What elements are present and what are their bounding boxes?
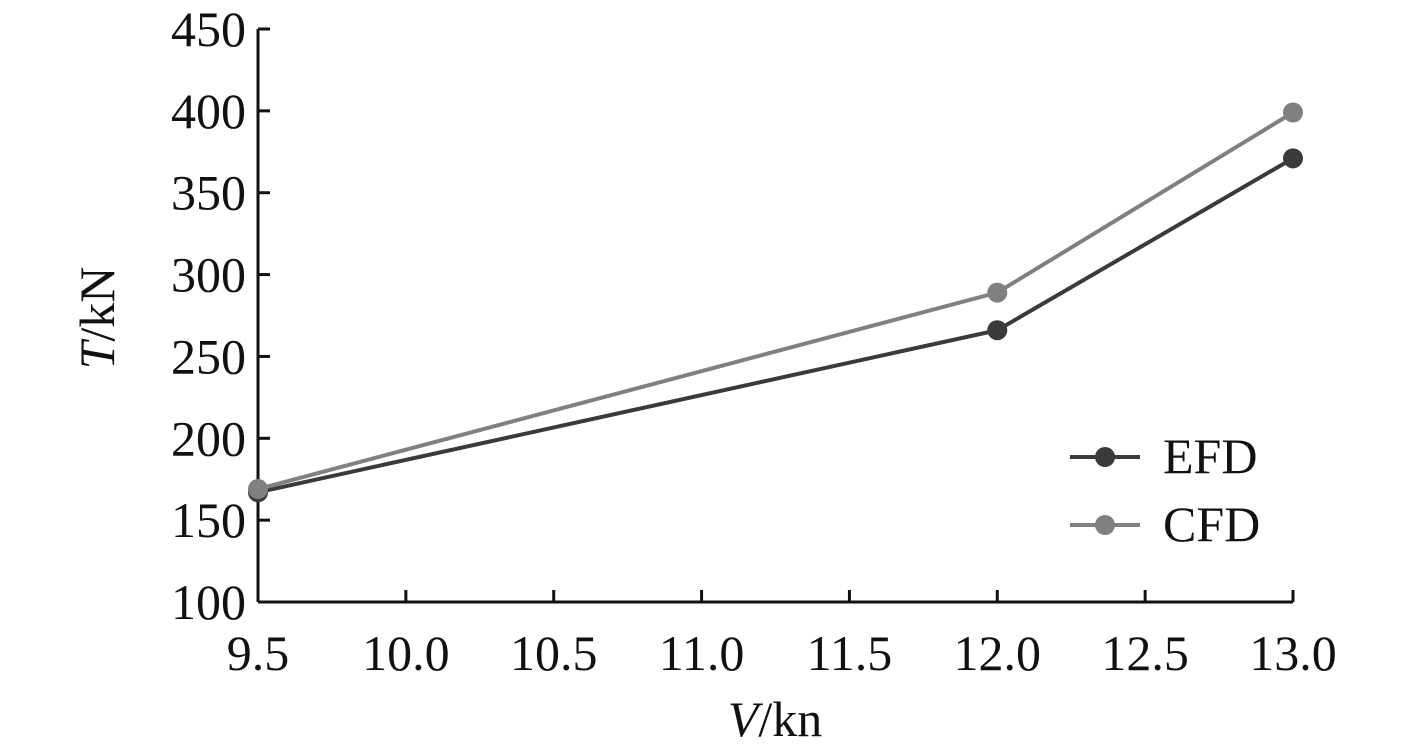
y-tick-label: 350: [171, 165, 246, 221]
y-axis-label: T/kN: [69, 267, 125, 370]
data-point-efd: [987, 320, 1008, 341]
y-axis-label-unit: /kN: [69, 267, 125, 342]
y-tick-label: 150: [171, 492, 246, 548]
legend-marker-cfd: [1095, 515, 1115, 535]
data-point-cfd: [987, 282, 1008, 303]
x-tick-label: 13.0: [1249, 625, 1337, 681]
legend-item-cfd: CFD: [1070, 496, 1260, 552]
x-axis-label-unit: /kn: [758, 691, 822, 744]
series-layer: [248, 102, 1303, 503]
y-tick-label: 400: [171, 83, 246, 139]
data-point-cfd: [1283, 102, 1303, 123]
x-axis-label: V/kn: [728, 691, 822, 744]
x-axis-label-variable: V: [728, 691, 764, 744]
y-tick-label: 450: [171, 1, 246, 57]
y-tick-label: 300: [171, 247, 246, 303]
legend-label-efd: EFD: [1163, 428, 1257, 484]
series-line-cfd: [257, 110, 1295, 491]
y-tick-label: 200: [171, 410, 246, 466]
x-tick-label: 11.5: [807, 625, 893, 681]
axes: 100 150 200 250 300 350 400 450 9.5 10.0 10.5 11.0…: [171, 1, 1337, 681]
x-tick-label: 10.5: [510, 625, 598, 681]
legend-marker-efd: [1095, 447, 1115, 467]
y-tick-label: 100: [171, 574, 246, 630]
y-axis-ticks: 100 150 200 250 300 350 400 450: [171, 1, 270, 630]
x-tick-label: 11.0: [659, 625, 745, 681]
x-tick-label: 9.5: [227, 625, 290, 681]
x-tick-label: 12.5: [1101, 625, 1189, 681]
y-axis-label-variable: T: [69, 338, 125, 369]
data-point-cfd: [248, 479, 268, 500]
x-tick-label: 12.0: [954, 625, 1042, 681]
x-axis-ticks: 9.5 10.0 10.5 11.0 11.5 12.0 12.5 13.0: [227, 590, 1337, 681]
data-point-efd: [1283, 148, 1303, 169]
legend-label-cfd: CFD: [1163, 496, 1260, 552]
x-tick-label: 10.0: [362, 625, 450, 681]
legend-item-efd: EFD: [1070, 428, 1257, 484]
legend: EFD CFD: [1070, 428, 1260, 552]
y-tick-label: 250: [171, 328, 246, 384]
